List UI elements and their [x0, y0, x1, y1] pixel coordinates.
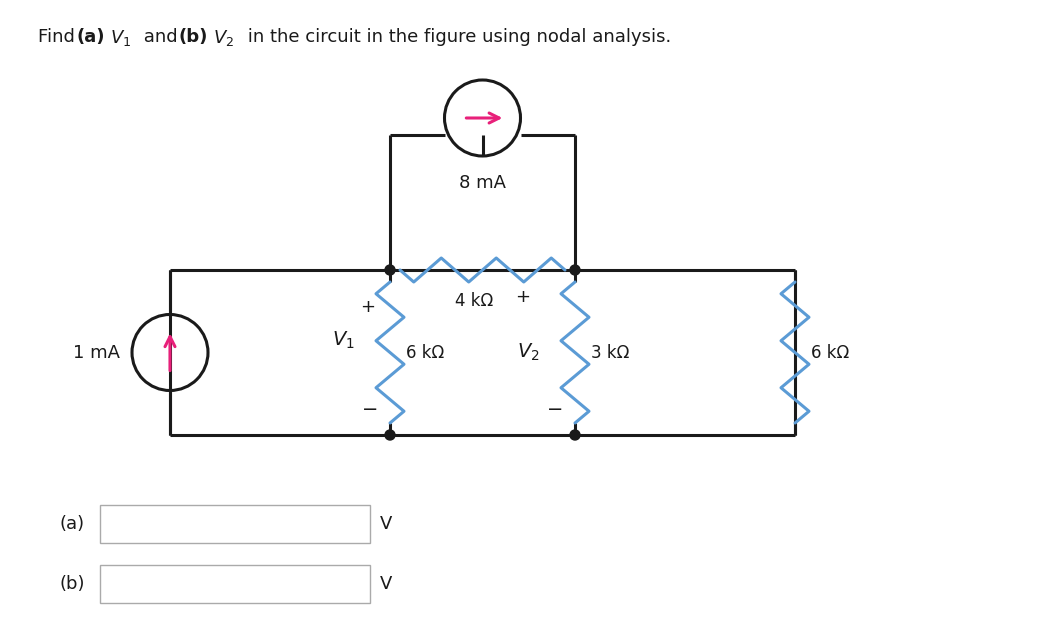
- Text: in the circuit in the figure using nodal analysis.: in the circuit in the figure using nodal…: [242, 28, 671, 46]
- Text: 4 kΩ: 4 kΩ: [455, 292, 494, 310]
- Text: 6 kΩ: 6 kΩ: [407, 343, 444, 361]
- Text: +: +: [515, 288, 530, 306]
- Text: $V_1$: $V_1$: [332, 330, 355, 351]
- Circle shape: [385, 430, 395, 440]
- Circle shape: [385, 265, 395, 275]
- Text: $V_2$: $V_2$: [517, 342, 540, 363]
- Text: (b): (b): [59, 575, 85, 593]
- Text: $V_1$: $V_1$: [110, 28, 132, 48]
- Text: −: −: [546, 400, 563, 419]
- Text: V: V: [380, 575, 392, 593]
- Text: Find: Find: [38, 28, 81, 46]
- Bar: [100, 565, 370, 603]
- Text: −: −: [362, 400, 379, 419]
- Text: 6 kΩ: 6 kΩ: [811, 343, 849, 361]
- Text: (b): (b): [178, 28, 207, 46]
- Circle shape: [570, 265, 580, 275]
- Text: (a): (a): [76, 28, 105, 46]
- Text: (a): (a): [60, 515, 85, 533]
- Text: 3 kΩ: 3 kΩ: [591, 343, 629, 361]
- Circle shape: [570, 430, 580, 440]
- Text: +: +: [361, 298, 375, 316]
- Text: and: and: [138, 28, 184, 46]
- Text: V: V: [380, 515, 392, 533]
- Text: 1 mA: 1 mA: [73, 343, 120, 361]
- Text: 8 mA: 8 mA: [459, 174, 506, 192]
- Text: $V_2$: $V_2$: [213, 28, 234, 48]
- Bar: [100, 505, 370, 543]
